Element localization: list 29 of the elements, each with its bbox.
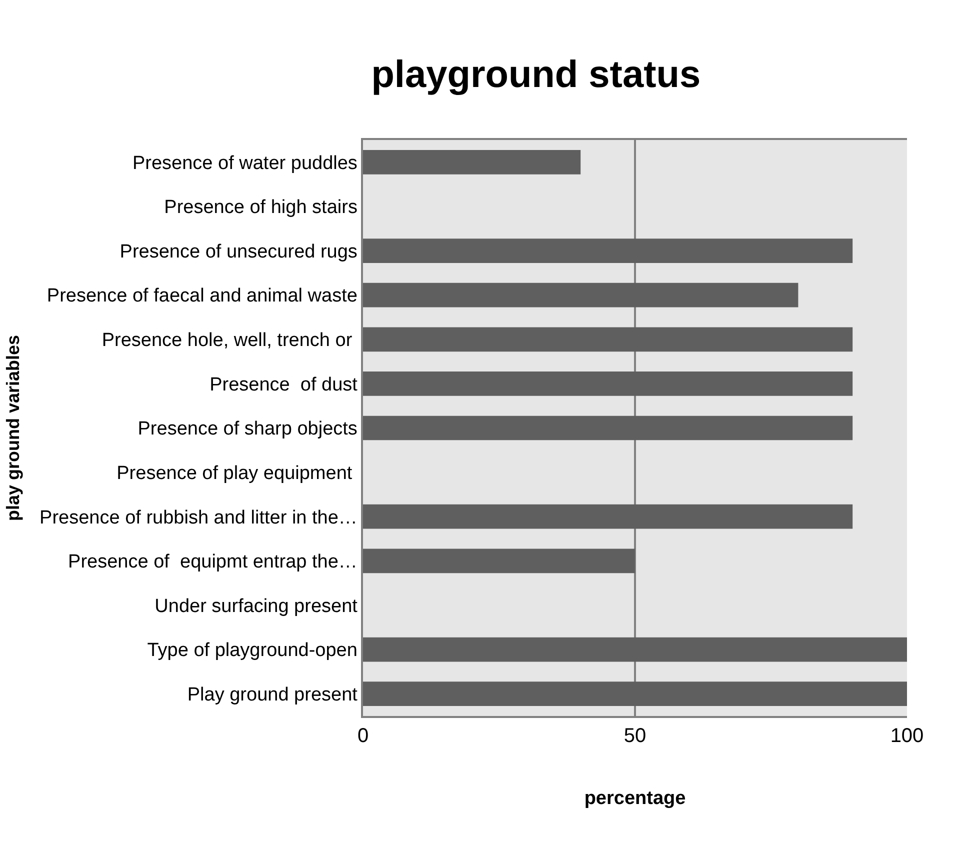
y-tick-label: Play ground present <box>187 684 358 706</box>
y-tick-label: Under surfacing present <box>154 596 358 617</box>
x-tick-label: 50 <box>624 724 646 747</box>
x-axis-title: percentage <box>584 788 686 810</box>
chart-title: playground status <box>371 54 701 96</box>
bar <box>363 416 853 440</box>
bar <box>363 504 853 529</box>
bar <box>363 282 798 308</box>
bar <box>363 682 907 706</box>
y-tick-label: Presence of water puddles <box>132 152 358 174</box>
bar <box>363 548 635 574</box>
y-tick-label: Presence of equipmt entrap the… <box>68 552 358 573</box>
y-tick-label: Presence of play equipment <box>116 462 358 484</box>
y-tick-label: Presence of sharp objects <box>138 418 358 440</box>
y-tick-label: Presence of rubbish and litter in the… <box>40 507 358 528</box>
bar <box>363 637 907 662</box>
x-tick-label: 0 <box>357 724 369 747</box>
y-tick-label: Presence of faecal and animal waste <box>46 286 358 307</box>
y-tick-label: Presence of high stairs <box>164 197 358 218</box>
bar <box>363 372 853 396</box>
y-tick-label: Presence of dust <box>210 374 358 396</box>
x-tick-label: 100 <box>890 724 924 747</box>
y-tick-label: Type of playground-open <box>147 640 358 662</box>
bar <box>363 238 853 263</box>
bar <box>363 150 581 174</box>
y-axis-title: play ground variables <box>3 334 24 522</box>
y-tick-label: Presence hole, well, trench or <box>102 330 358 352</box>
bar <box>363 327 853 352</box>
y-tick-label: Presence of unsecured rugs <box>120 241 358 262</box>
